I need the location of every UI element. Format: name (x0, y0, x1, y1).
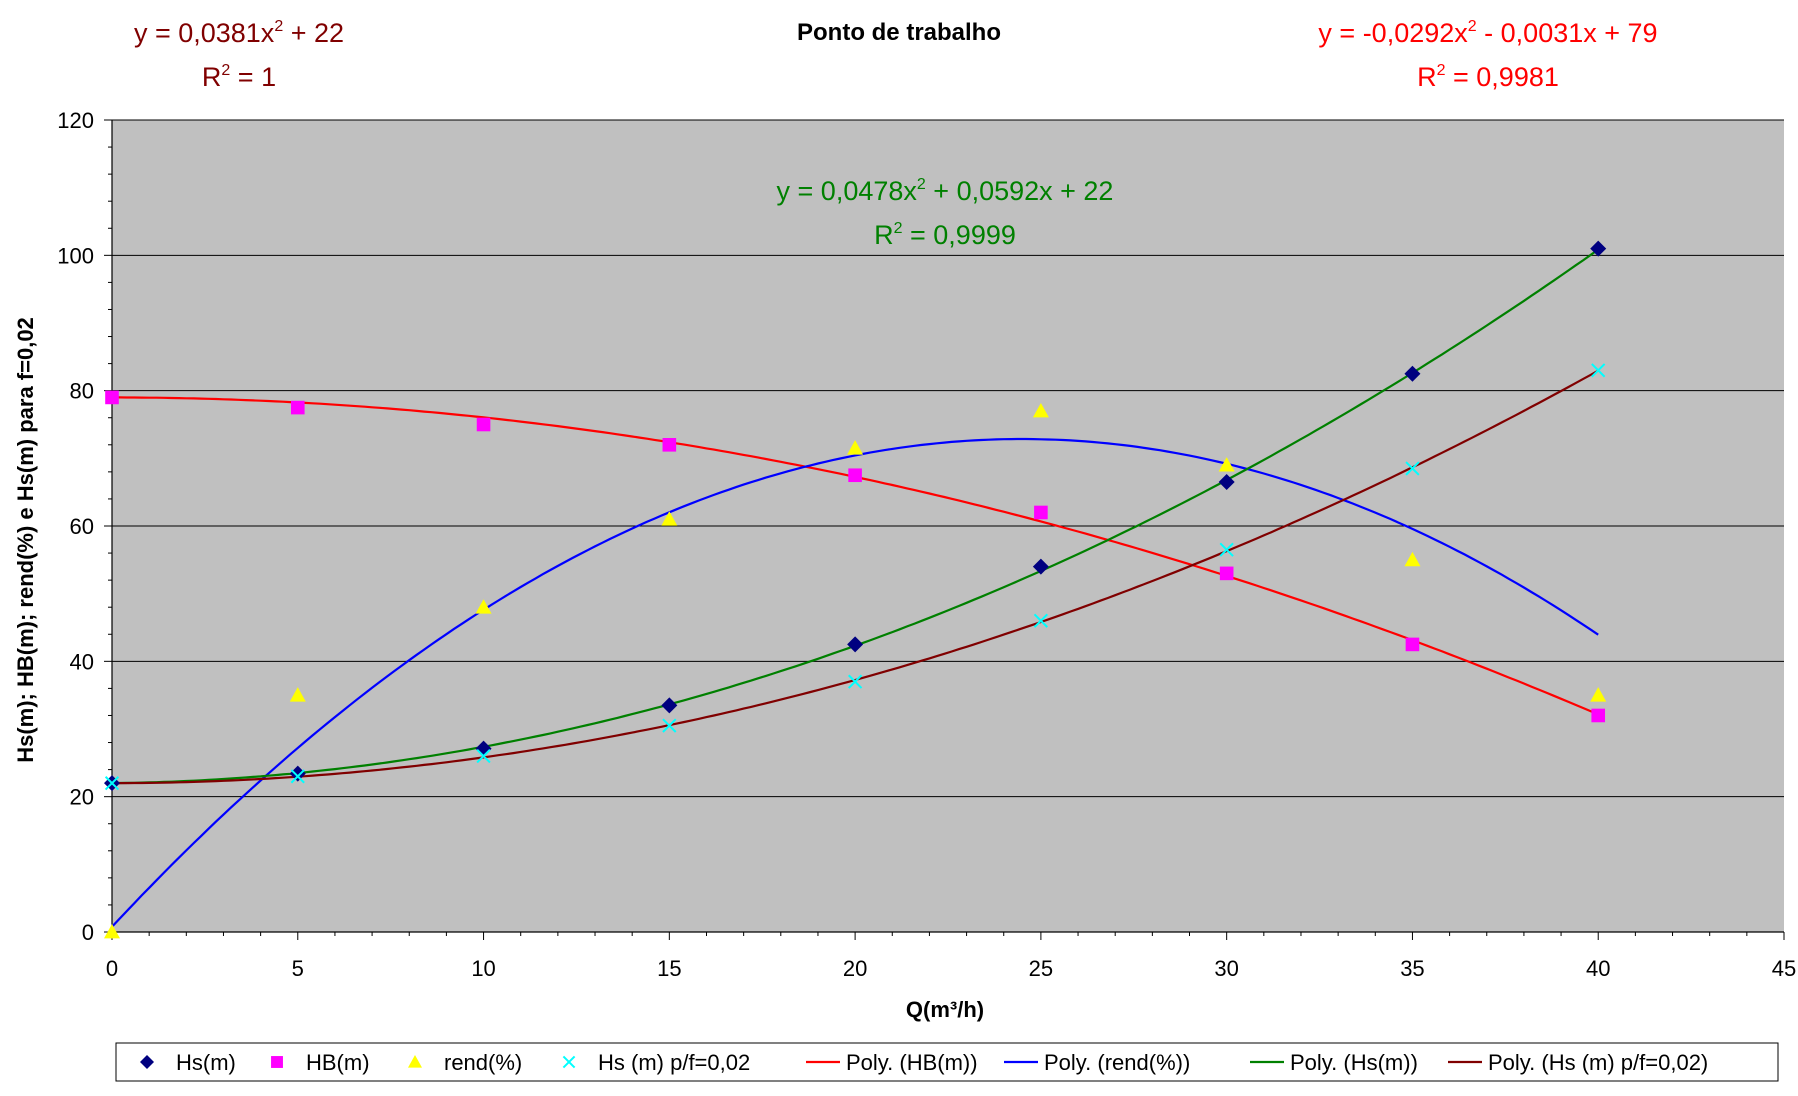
legend-hs-symbol (140, 1055, 154, 1069)
legend-hb-label: HB(m) (306, 1050, 370, 1075)
hs-point (1032, 558, 1049, 575)
rend-point (1218, 457, 1235, 472)
hb-point (1219, 566, 1234, 581)
y-tick-label: 0 (82, 920, 94, 945)
hb-point (1034, 505, 1048, 520)
x-tick-label: 20 (843, 956, 867, 981)
legend-poly-hb-label: Poly. (HB(m)) (846, 1050, 978, 1075)
rend-point (475, 599, 492, 614)
legend-hs-f-symbol (562, 1055, 576, 1069)
legend-rend-label: rend(%) (444, 1050, 522, 1075)
legend-hb-symbol (271, 1056, 283, 1068)
x-tick-label: 15 (657, 956, 681, 981)
x-tick-label: 25 (1029, 956, 1053, 981)
x-tick-label: 30 (1214, 956, 1238, 981)
x-tick-label: 5 (292, 956, 304, 981)
trendline-rend (111, 437, 1599, 928)
x-tick-label: 45 (1772, 956, 1796, 981)
hb-point (848, 468, 862, 483)
y-tick-label: 120 (57, 108, 94, 133)
legend-poly-hs-label: Poly. (Hs(m)) (1290, 1050, 1418, 1075)
legend-hs-label: Hs(m) (176, 1050, 236, 1075)
hs-f-point (662, 718, 677, 733)
hs-f-point (104, 776, 120, 791)
hb-point (1405, 637, 1420, 652)
eq-hs-f-line1: y = 0,0381x2 + 22 (134, 18, 344, 48)
hs-f-point (290, 769, 305, 784)
legend-poly-hs-f-label: Poly. (Hs (m) p/f=0,02) (1488, 1050, 1708, 1075)
hs-point (847, 636, 864, 653)
x-tick-label: 40 (1586, 956, 1610, 981)
eq-hs-f-line2: R2 = 1 (202, 62, 276, 92)
rend-point (1590, 687, 1607, 702)
hs-f-point (1033, 613, 1048, 628)
y-axis-title: Hs(m); HB(m); rend(%) e Hs(m) para f=0,0… (13, 317, 38, 763)
legend-hs-f-label: Hs (m) p/f=0,02 (598, 1050, 750, 1075)
y-tick-label: 100 (57, 243, 94, 268)
x-axis-title: Q(m³/h) (906, 997, 984, 1022)
hs-point (289, 765, 306, 782)
y-tick-label: 80 (70, 379, 94, 404)
x-tick-label: 10 (471, 956, 495, 981)
rend-point (1404, 551, 1421, 567)
legend-poly-rend-label: Poly. (rend(%)) (1044, 1050, 1190, 1075)
rend-point (104, 924, 120, 939)
trendline-hs-f (112, 369, 1599, 785)
rend-point (661, 511, 678, 526)
rend-point (289, 687, 306, 702)
hs-f-point (1219, 542, 1234, 557)
y-tick-label: 60 (70, 514, 94, 539)
hs-point (1590, 240, 1607, 257)
hb-point (662, 438, 677, 452)
legend-box (115, 1042, 1779, 1082)
hb-point (1591, 708, 1606, 723)
x-tick-label: 35 (1400, 956, 1424, 981)
hb-point (290, 400, 305, 415)
eq-hb-line2: R2 = 0,9981 (1417, 62, 1559, 92)
hs-f-point (1591, 363, 1606, 378)
legend-rend-symbol (408, 1055, 422, 1068)
plot-area: 0 20 40 60 80 100 120 0 5 10 15 20 25 30 35 40 45 (57, 108, 1796, 981)
y-tick-label: 20 (70, 785, 94, 810)
hb-point (105, 390, 119, 405)
hs-point (1218, 474, 1235, 491)
hs-point (1404, 365, 1421, 382)
eq-hs-line1: y = 0,0478x2 + 0,0592x + 22 (777, 176, 1114, 206)
legend: Hs(m) HB(m) rend(%) Hs (m) p/f=0,02 Poly. (H… (115, 1042, 1779, 1082)
eq-hs-line2: R2 = 0,9999 (874, 220, 1016, 250)
hs-point (661, 697, 678, 714)
hb-point (476, 417, 491, 432)
chart-title: Ponto de trabalho (797, 19, 1001, 46)
rend-point (1032, 402, 1049, 418)
x-tick-label: 0 (106, 956, 118, 981)
rend-point (847, 440, 864, 455)
hs-f-point (1405, 461, 1420, 476)
hs-f-point (848, 674, 863, 689)
eq-hb-line1: y = -0,0292x2 - 0,0031x + 79 (1318, 18, 1657, 48)
y-tick-label: 40 (70, 649, 94, 674)
hs-f-point (476, 748, 491, 764)
